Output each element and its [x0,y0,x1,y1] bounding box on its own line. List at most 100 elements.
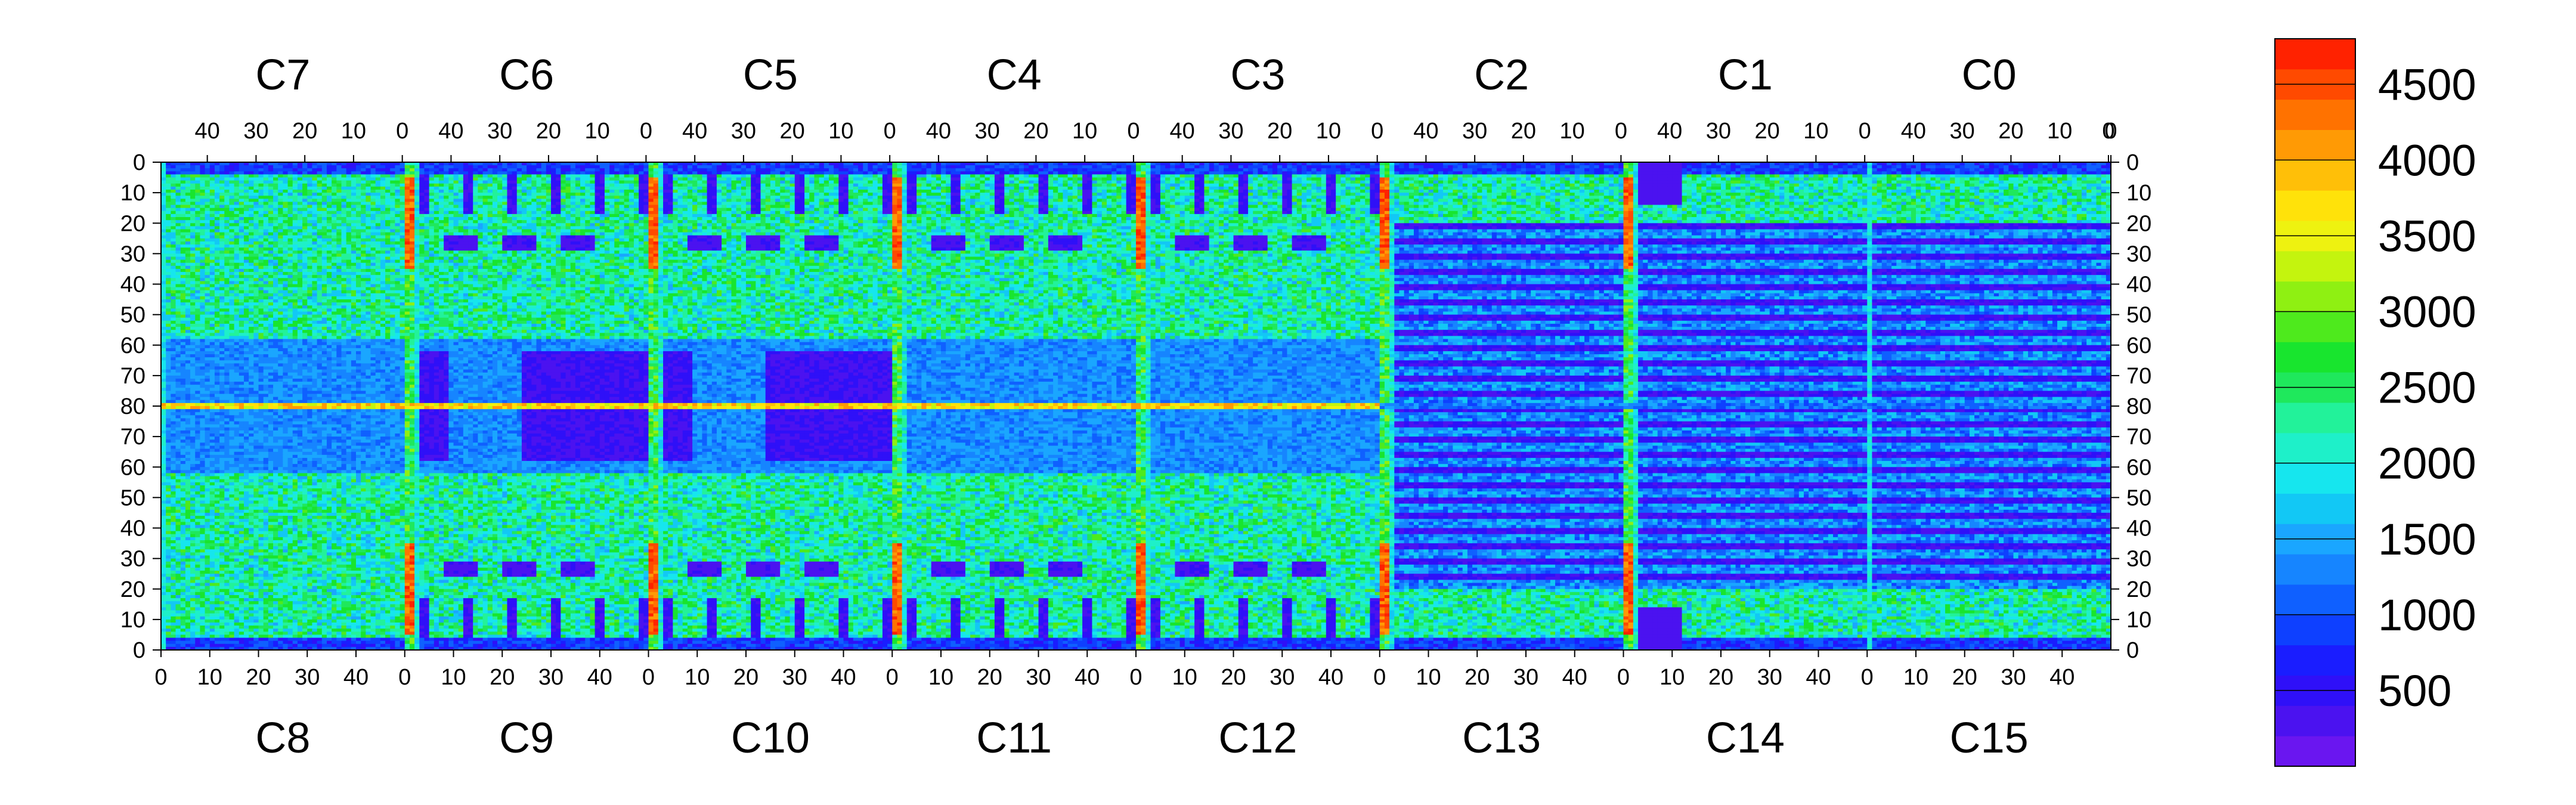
heatmap-cell [1741,168,1746,172]
heatmap-cell [1482,168,1487,172]
heatmap-cell [1268,168,1273,172]
heatmap-cell [527,171,532,175]
heatmap-cell [1726,178,1731,181]
heatmap-cell [1931,165,1936,169]
heatmap-cell [673,178,678,181]
heatmap-cell [1511,165,1516,169]
heatmap-cell [488,174,493,178]
heatmap-cell [1477,178,1482,181]
heatmap-cell [2004,178,2009,181]
heatmap-cell [902,168,908,172]
heatmap-cell [1638,178,1643,181]
heatmap-cell [376,184,381,187]
heatmap-cell [853,174,859,178]
heatmap-cell [1550,165,1556,169]
heatmap-cell [478,165,483,169]
heatmap-cell [219,174,225,178]
heatmap-cell [917,178,922,181]
heatmap-cell [454,168,459,172]
heatmap-cell [654,178,659,181]
heatmap-cell [751,165,756,169]
heatmap-cell [614,168,620,172]
heatmap-cell [371,171,376,175]
heatmap-cell [1628,165,1634,169]
heatmap-cell [717,178,722,181]
heatmap-cell [1116,168,1122,172]
heatmap-cell [1141,171,1146,175]
heatmap-cell [961,168,966,172]
heatmap-cell [1336,178,1341,181]
heatmap-cell [1550,174,1556,178]
heatmap-cell [931,168,937,172]
heatmap-cell [926,165,931,169]
heatmap-cell [298,174,303,178]
heatmap-cell [1414,168,1419,172]
heatmap-cell [1667,165,1673,169]
heatmap-cell [1389,181,1395,184]
heatmap-cell [658,171,664,175]
heatmap-cell [166,171,171,175]
heatmap-cell [1994,174,1999,178]
heatmap-cell [1882,174,1887,178]
heatmap-cell [770,171,776,175]
heatmap-cell [288,184,293,187]
heatmap-cell [756,174,761,178]
heatmap-cell [1624,181,1629,184]
heatmap-cell [322,174,327,178]
heatmap-cell [1331,174,1336,178]
heatmap-cell [546,178,552,181]
heatmap-cell [624,168,630,172]
heatmap-cell [1136,168,1141,172]
heatmap-cell [580,174,586,178]
heatmap-cell [2008,174,2014,178]
heatmap-cell [1258,181,1263,184]
heatmap-cell [444,178,449,181]
heatmap-cell [697,171,702,175]
heatmap-cell [2038,181,2043,184]
heatmap-cell [907,184,912,187]
heatmap-cell [1643,181,1648,184]
heatmap-cell [2043,178,2048,181]
heatmap-cell [795,184,800,187]
heatmap-cell [1804,165,1809,169]
heatmap-cell [1867,174,1872,178]
heatmap-cell [985,171,990,175]
heatmap-cell [1024,165,1029,169]
heatmap-cell [1321,168,1327,172]
heatmap-cell [1082,165,1088,169]
heatmap-cell [1311,171,1317,175]
heatmap-cell [2057,181,2063,184]
heatmap-cell [483,171,488,175]
heatmap-cell [1541,171,1546,175]
heatmap-cell [1351,178,1356,181]
heatmap-cell [649,171,654,175]
heatmap-cell [2082,178,2087,181]
heatmap-cell [1584,168,1590,172]
heatmap-cell [2048,178,2053,181]
heatmap-cell [595,168,600,172]
heatmap-cell [946,168,951,172]
heatmap-cell [536,174,541,178]
heatmap-cell [1282,174,1287,178]
heatmap-cell [1589,174,1594,178]
heatmap-cell [1784,168,1789,172]
heatmap-cell [298,178,303,181]
heatmap-cell [2033,178,2038,181]
heatmap-cell [448,171,454,175]
heatmap-cell [1082,171,1088,175]
heatmap-cell [1906,181,1912,184]
heatmap-cell [185,184,191,187]
heatmap-cell [1145,174,1151,178]
heatmap-cell [541,178,547,181]
heatmap-cell [1126,181,1132,184]
heatmap-cell [1141,168,1146,172]
heatmap-cell [1053,181,1058,184]
heatmap-cell [346,165,352,169]
heatmap-cell [2062,168,2067,172]
heatmap-cell [1331,171,1336,175]
heatmap-cell [614,181,620,184]
heatmap-cell [780,178,785,181]
heatmap-cell [502,165,507,169]
heatmap-cell [678,181,683,184]
heatmap-cell [1672,174,1677,178]
